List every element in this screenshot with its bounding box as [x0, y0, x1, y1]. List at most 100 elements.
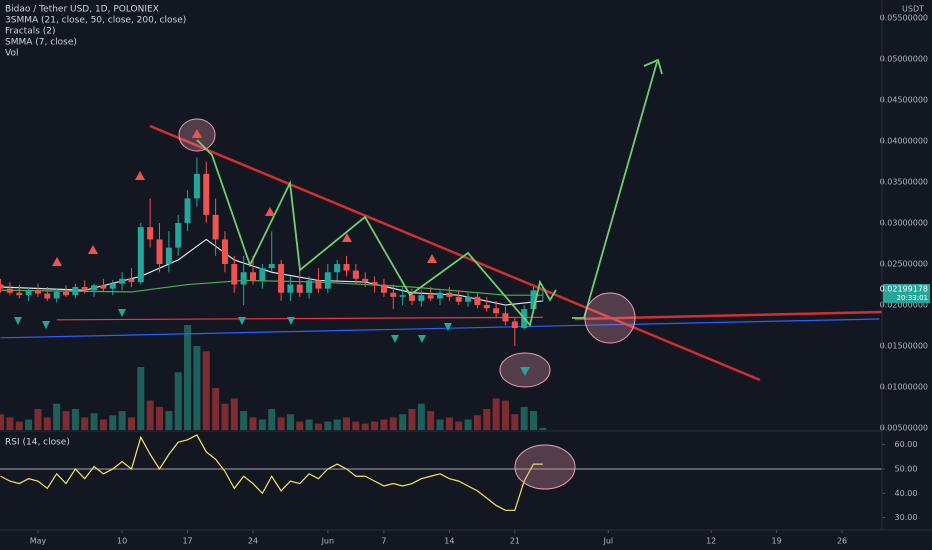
fractal-up — [88, 245, 98, 254]
candle-body — [221, 239, 228, 265]
fractal-down — [42, 321, 50, 329]
x-tick-label: 24 — [248, 537, 258, 546]
indicator-label: Fractals (2) — [5, 27, 56, 37]
candle-body — [296, 284, 303, 293]
volume-bar — [156, 406, 164, 430]
x-tick-label: 26 — [837, 537, 847, 546]
volume-bar — [184, 325, 192, 430]
volume-bar — [436, 419, 444, 430]
volume-bar — [399, 414, 407, 430]
y-tick-label: 40.00 — [895, 489, 918, 498]
candle-body — [493, 308, 500, 314]
fractal-up — [192, 129, 202, 138]
y-tick-label: 0.00500000 — [880, 424, 928, 433]
candle-body — [147, 227, 154, 240]
marks: May 10 17 24 Jun 7 14 21 Jul 12 19 26 0.00500000 0.01… — [0, 14, 928, 546]
fractal-down — [418, 335, 426, 343]
candle-body — [352, 270, 359, 279]
candle-body — [193, 173, 200, 199]
volume-bar — [15, 421, 23, 430]
volume-bar — [0, 414, 5, 430]
candle-body — [212, 214, 219, 240]
volume-bar — [314, 423, 322, 430]
candle-body — [16, 292, 23, 296]
volume-bar — [361, 423, 369, 430]
volume-bar — [146, 400, 154, 430]
candle-body — [44, 293, 51, 299]
volume-bar — [343, 417, 351, 430]
fractals — [14, 129, 530, 376]
volume-bar — [380, 419, 388, 430]
candle-body — [380, 284, 387, 293]
price-label: 0.02199178 — [880, 285, 928, 294]
candle-body — [175, 223, 182, 248]
fractal-down — [520, 367, 530, 376]
x-tick-label: Jul — [602, 537, 613, 546]
candle-body — [278, 264, 285, 293]
y-tick-label: 30.00 — [895, 513, 918, 522]
zigzag — [196, 139, 557, 327]
price-tag — [883, 284, 930, 303]
fractal-down — [14, 317, 22, 325]
candle-body — [203, 173, 210, 215]
volume-bar — [137, 367, 145, 430]
y-tick-label: 0.01500000 — [880, 342, 928, 351]
x-tick-label: 21 — [510, 537, 520, 546]
candle-body — [156, 239, 163, 265]
candle-body — [0, 284, 4, 289]
x-tick-label: 10 — [117, 537, 127, 546]
candle-body — [25, 290, 32, 296]
volume-bar — [333, 419, 341, 430]
volume-bar — [455, 421, 463, 430]
candle-body — [371, 282, 378, 285]
y-tick-label: 0.05500000 — [880, 14, 928, 23]
y-tick-label: 0.04500000 — [880, 96, 928, 105]
candle-body — [63, 291, 70, 296]
candle-body — [343, 264, 350, 271]
volume-bar — [483, 409, 491, 430]
candle-body — [53, 291, 60, 299]
volume-bar — [464, 419, 472, 430]
candle-body — [34, 290, 41, 294]
volume-bar — [258, 419, 266, 430]
candle-body — [408, 295, 415, 301]
volume-bar — [174, 372, 182, 430]
volume-bar — [445, 417, 453, 430]
candle-body — [418, 295, 425, 301]
y-tick-label: 0.02000000 — [880, 301, 928, 310]
volume-bar — [165, 411, 173, 430]
candle-body — [483, 305, 490, 309]
x-tick-label: 17 — [182, 537, 192, 546]
candle-body — [184, 198, 191, 224]
volume-bar — [427, 411, 435, 430]
x-tick-label: Jun — [321, 537, 335, 546]
volume-bar — [511, 414, 519, 430]
x-tick-label: May — [30, 537, 47, 546]
volume-bar — [501, 400, 509, 430]
candle-body — [399, 295, 406, 297]
indicator-label: Vol — [5, 49, 18, 59]
volume-bar — [62, 411, 70, 430]
ma-line — [0, 318, 880, 339]
volume-bar — [193, 346, 201, 430]
fractal-up — [265, 207, 275, 216]
candle-body — [250, 272, 257, 281]
y-tick-label: 0.01000000 — [880, 383, 928, 392]
x-tick-label: 14 — [444, 537, 454, 546]
volume-bar — [212, 388, 220, 430]
candle-body — [137, 227, 144, 283]
x-tick-label: 7 — [381, 537, 386, 546]
candle-body — [91, 285, 98, 291]
rsi-line — [0, 434, 543, 511]
y-tick-label: 0.03000000 — [880, 219, 928, 228]
candle-body — [231, 264, 238, 285]
arrow-head — [643, 58, 663, 75]
volume-bar — [127, 417, 135, 430]
y-tick-label: 0.05000000 — [880, 55, 928, 64]
candle-body — [502, 313, 509, 322]
ma-line — [56, 316, 543, 321]
volume-bar — [221, 403, 229, 430]
chart-title: Bidao / Tether USD, 1D, POLONIEX — [5, 5, 159, 15]
